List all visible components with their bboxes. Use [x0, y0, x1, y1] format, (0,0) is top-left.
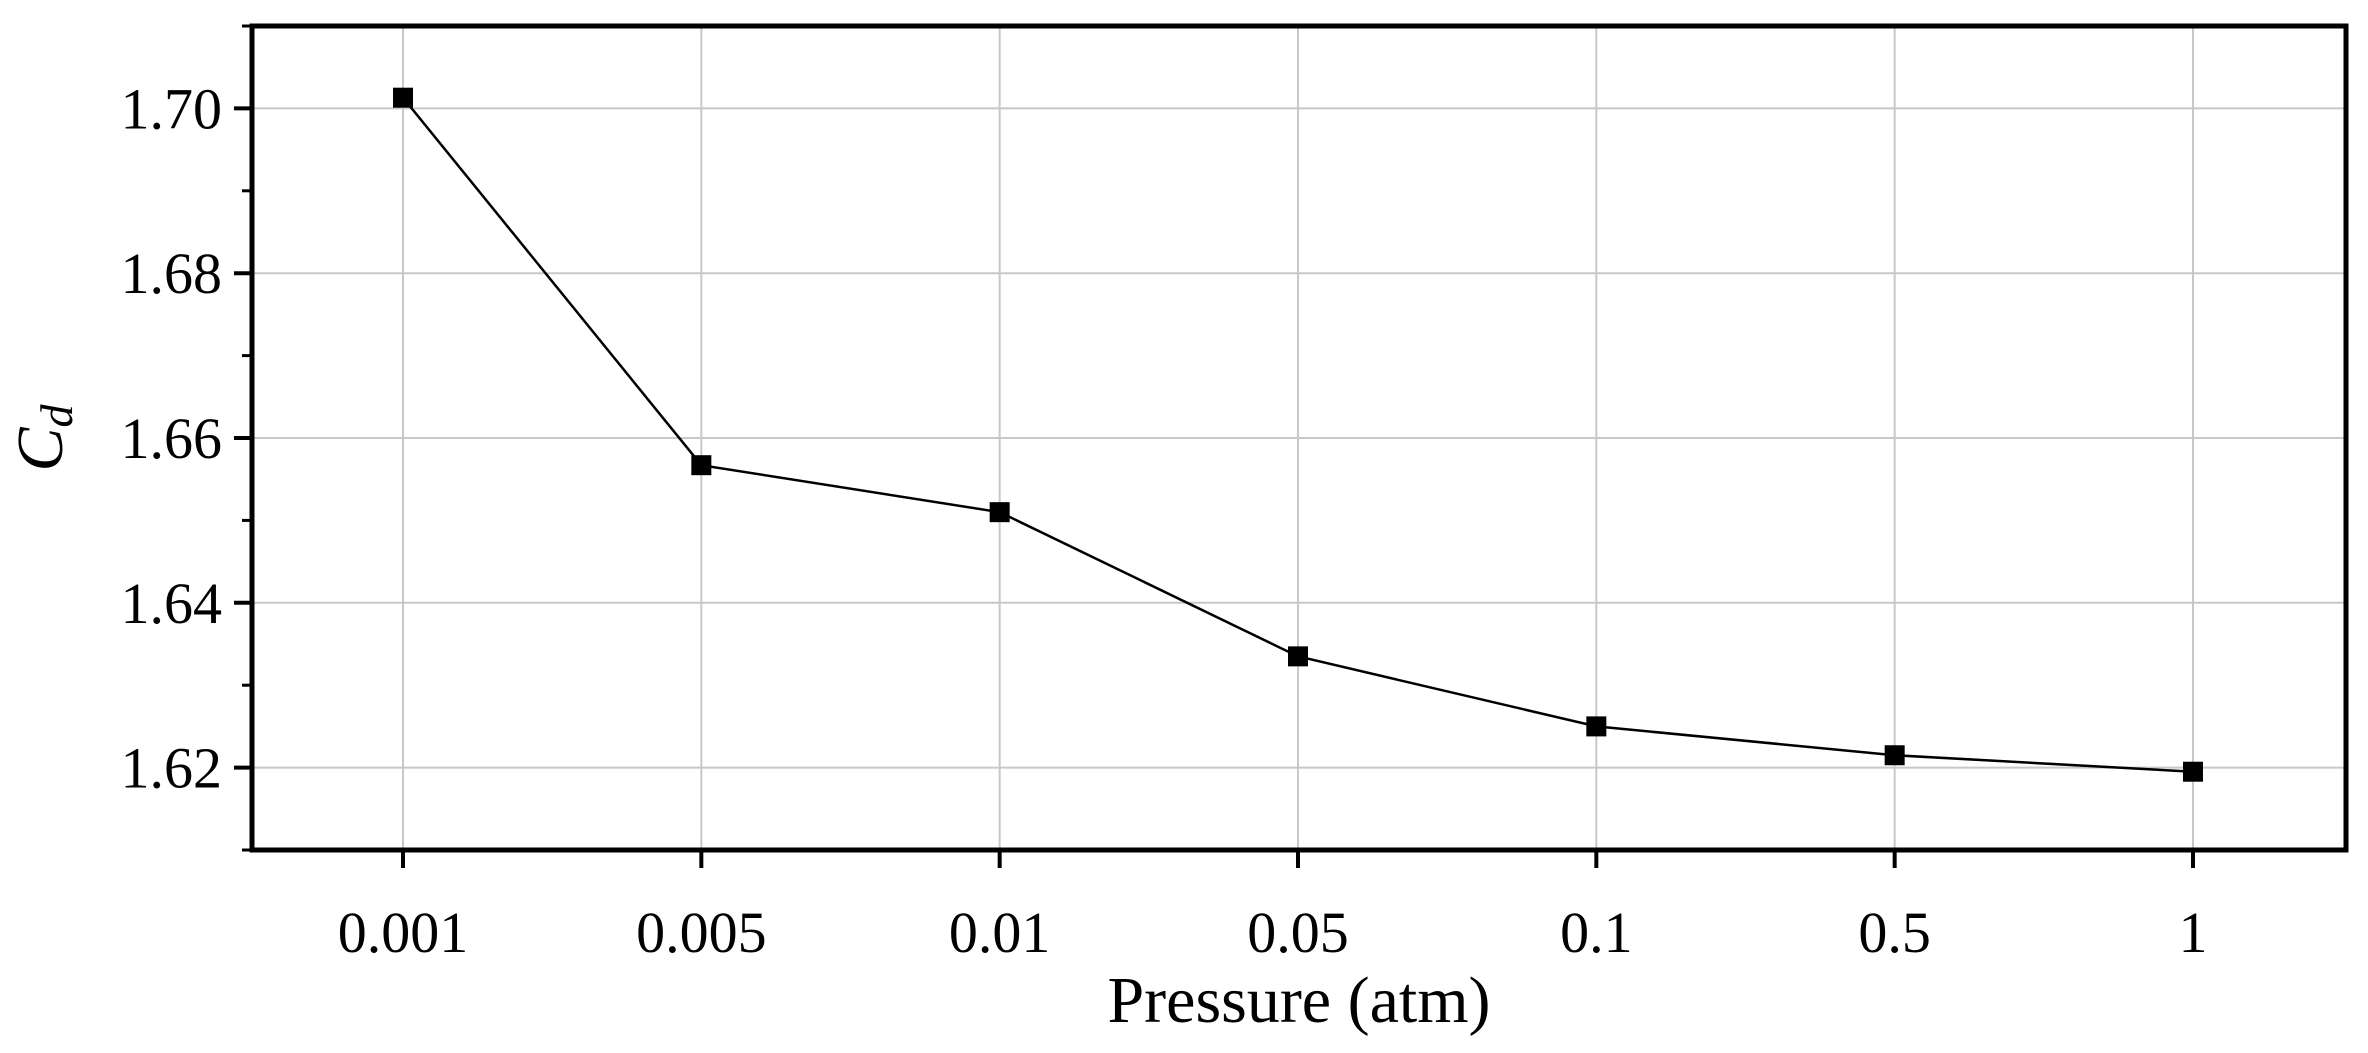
y-axis-title-main: C: [4, 427, 77, 472]
x-tick-labels: 0.001 0.005 0.01 0.05 0.1 0.5 1: [338, 900, 2208, 965]
y-axis-title-subscript: d: [31, 403, 82, 427]
axis-ticks: [234, 106, 2195, 868]
data-point-marker: [393, 87, 413, 108]
grid: [252, 26, 2346, 850]
y-tick-label: 1.68: [121, 241, 223, 306]
data-point-marker: [1586, 716, 1607, 737]
data-point-marker: [2183, 761, 2203, 782]
y-tick-label: 1.70: [121, 76, 223, 141]
y-axis-title: Cd: [4, 403, 82, 471]
series: [393, 87, 2203, 782]
data-point-marker: [1288, 646, 1308, 667]
y-tick-label: 1.64: [121, 571, 223, 636]
data-point-marker: [1884, 745, 1905, 766]
data-point-marker: [691, 455, 712, 476]
plot-frame: [249, 23, 2349, 853]
data-point-marker: [989, 502, 1010, 523]
x-tick-label: 0.5: [1858, 900, 1931, 965]
x-tick-label: 0.005: [636, 900, 767, 965]
y-tick-label: 1.62: [121, 736, 223, 801]
x-tick-label: 0.01: [949, 900, 1051, 965]
x-tick-label: 0.1: [1560, 900, 1633, 965]
y-tick-label: 1.66: [121, 406, 223, 471]
x-axis-title: Pressure (atm): [1107, 964, 1490, 1037]
y-tick-labels: 1.62 1.64 1.66 1.68 1.70: [121, 76, 223, 800]
x-tick-label: 1: [2179, 900, 2208, 965]
x-tick-label: 0.05: [1247, 900, 1349, 965]
x-tick-label: 0.001: [338, 900, 469, 965]
